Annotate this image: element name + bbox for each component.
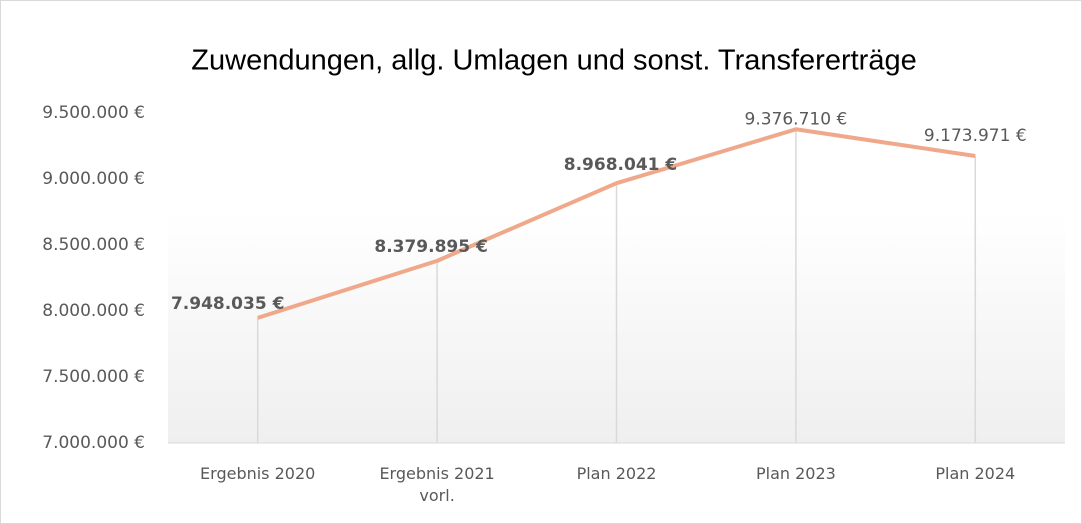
x-tick-label: Plan 2022 bbox=[576, 464, 657, 483]
y-tick-label: 8.500.000 € bbox=[42, 235, 145, 255]
data-label: 7.948.035 € bbox=[171, 294, 284, 314]
data-label: 9.173.971 € bbox=[924, 126, 1027, 146]
x-tick-label: Ergebnis 2020 bbox=[200, 464, 316, 483]
x-tick-label: Plan 2023 bbox=[755, 464, 836, 483]
y-tick-label: 8.000.000 € bbox=[42, 301, 145, 321]
y-tick-label: 9.000.000 € bbox=[42, 169, 145, 189]
data-label: 8.379.895 € bbox=[374, 237, 487, 257]
series-line bbox=[257, 127, 976, 320]
data-label: 9.376.710 € bbox=[745, 109, 848, 129]
x-tick-label: Ergebnis 2021 vorl. bbox=[379, 464, 495, 505]
x-tick-label: Plan 2024 bbox=[935, 464, 1016, 483]
y-tick-label: 9.500.000 € bbox=[42, 103, 145, 123]
data-label: 8.968.041 € bbox=[564, 155, 677, 175]
y-tick-label: 7.500.000 € bbox=[42, 367, 145, 387]
chart-title: Zuwendungen, allg. Umlagen und sonst. Tr… bbox=[191, 45, 916, 77]
y-tick-label: 7.000.000 € bbox=[42, 433, 145, 453]
